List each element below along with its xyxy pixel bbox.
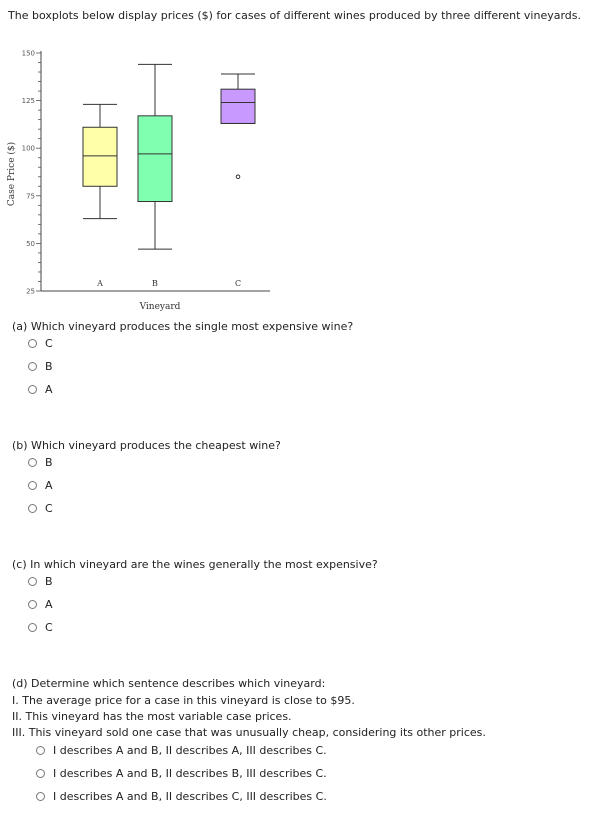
- outlier-point: [235, 174, 241, 180]
- statement-2: II. This vineyard has the most variable …: [12, 710, 292, 723]
- y-tick-label: 75: [26, 192, 35, 200]
- y-tick-label: 50: [26, 240, 35, 248]
- y-tick-label: 125: [22, 97, 35, 105]
- statement-3: III. This vineyard sold one case that wa…: [12, 726, 486, 739]
- option-label: I describes A and B, II describes B, III…: [53, 766, 327, 780]
- option-b-3[interactable]: C: [28, 501, 53, 515]
- radio-button[interactable]: [28, 457, 37, 467]
- radio-button[interactable]: [36, 745, 45, 755]
- option-label: A: [45, 382, 53, 396]
- option-label: A: [45, 478, 53, 492]
- y-axis-label: Case Price ($): [6, 142, 17, 206]
- option-a-3[interactable]: A: [28, 382, 53, 396]
- option-label: C: [45, 336, 53, 350]
- option-d-1[interactable]: I describes A and B, II describes A, III…: [36, 743, 327, 757]
- statement-1: I. The average price for a case in this …: [12, 694, 355, 707]
- y-tick-label: 150: [22, 50, 35, 58]
- question-b: (b) Which vineyard produces the cheapest…: [12, 439, 281, 452]
- option-label: B: [45, 455, 53, 469]
- y-tick-label: 25: [26, 288, 35, 296]
- box-b: [137, 115, 173, 203]
- radio-button[interactable]: [28, 503, 37, 513]
- question-c: (c) In which vineyard are the wines gene…: [12, 558, 378, 571]
- category-label: C: [235, 279, 241, 288]
- option-d-3[interactable]: I describes A and B, II describes C, III…: [36, 789, 327, 803]
- option-c-2[interactable]: A: [28, 597, 53, 611]
- radio-button[interactable]: [28, 338, 37, 348]
- option-label: I describes A and B, II describes C, III…: [53, 789, 327, 803]
- radio-button[interactable]: [28, 384, 37, 394]
- radio-button[interactable]: [28, 622, 37, 632]
- box-a: [82, 126, 118, 187]
- option-c-3[interactable]: C: [28, 620, 53, 634]
- category-label: B: [152, 279, 158, 288]
- option-a-2[interactable]: B: [28, 359, 53, 373]
- y-tick-label: 100: [22, 145, 35, 153]
- radio-button[interactable]: [28, 361, 37, 371]
- option-d-2[interactable]: I describes A and B, II describes B, III…: [36, 766, 327, 780]
- option-label: B: [45, 359, 53, 373]
- x-axis-label: Vineyard: [139, 302, 181, 312]
- option-label: A: [45, 597, 53, 611]
- radio-button[interactable]: [28, 576, 37, 586]
- box-c: [220, 88, 256, 124]
- question-a: (a) Which vineyard produces the single m…: [12, 320, 354, 333]
- boxplot-chart: 150 125 100 75 50 25 A B C Case Price ($) Vineya…: [6, 50, 270, 312]
- radio-button[interactable]: [36, 791, 45, 801]
- option-label: B: [45, 574, 53, 588]
- option-a-1[interactable]: C: [28, 336, 53, 350]
- intro-text: The boxplots below display prices ($) fo…: [8, 9, 582, 22]
- option-label: I describes A and B, II describes A, III…: [53, 743, 327, 757]
- option-c-1[interactable]: B: [28, 574, 53, 588]
- radio-button[interactable]: [28, 480, 37, 490]
- option-label: C: [45, 501, 53, 515]
- question-d: (d) Determine which sentence describes w…: [12, 677, 326, 690]
- option-label: C: [45, 620, 53, 634]
- radio-button[interactable]: [28, 599, 37, 609]
- category-label: A: [96, 279, 103, 288]
- radio-button[interactable]: [36, 768, 45, 778]
- option-b-2[interactable]: A: [28, 478, 53, 492]
- option-b-1[interactable]: B: [28, 455, 53, 469]
